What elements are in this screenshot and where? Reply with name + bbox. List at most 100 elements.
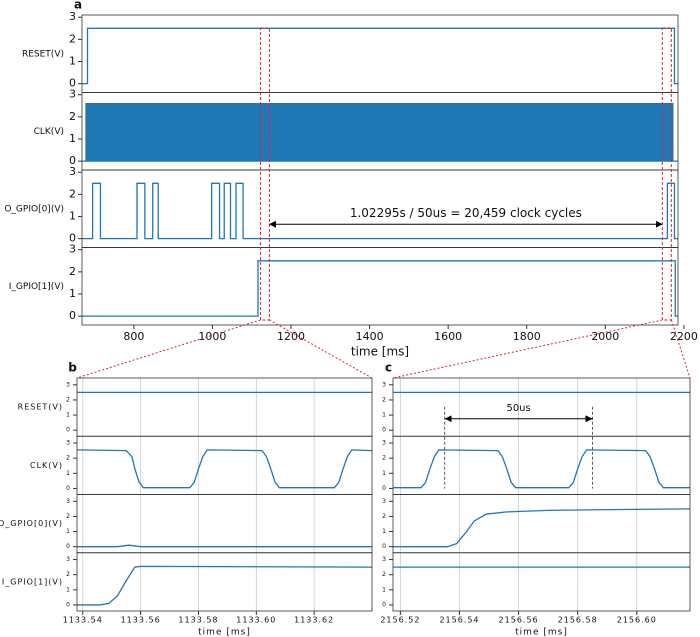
y-tick-label: 3: [69, 243, 76, 256]
x-tick-label: 1400: [356, 330, 384, 343]
annotation-text: 50us: [506, 403, 530, 414]
series-line: [393, 449, 690, 489]
y-tick-label: 1: [382, 470, 387, 477]
y-tick-label: 2: [69, 187, 76, 200]
y-tick-label: 1: [66, 528, 71, 535]
subplot-frame: [392, 494, 691, 554]
y-tick-label: 3: [66, 498, 71, 505]
y-tick-label: 3: [66, 556, 71, 563]
y-tick-label: 2: [382, 513, 387, 520]
y-tick-label: 3: [382, 556, 387, 563]
subplot-frame: [76, 552, 373, 612]
series-line: [77, 544, 372, 548]
y-tick-label: 0: [66, 543, 71, 550]
y-tick-label: 0: [382, 543, 387, 550]
zoom-connector: [670, 319, 691, 379]
y-tick-label: 3: [69, 165, 76, 178]
y-tick-label: 0: [382, 485, 387, 492]
y-tick-label: 1: [66, 412, 71, 419]
x-tick-label: 2156.60: [617, 616, 657, 625]
y-tick-label: 0: [69, 309, 76, 322]
y-axis-label: RESET(V): [22, 49, 64, 59]
y-tick-label: 2: [382, 571, 387, 578]
y-tick-label: 1: [382, 412, 387, 419]
y-tick-label: 1: [69, 55, 76, 68]
y-tick-label: 3: [382, 381, 387, 388]
y-axis-label: I_GPIO[1](V): [9, 282, 64, 292]
x-tick-label: 2000: [591, 330, 619, 343]
x-tick-label: 1133.58: [178, 616, 218, 625]
panel-label: c: [385, 361, 393, 375]
series-line: [393, 508, 691, 548]
y-tick-label: 2: [382, 455, 387, 462]
x-tick-label: 1133.56: [121, 616, 161, 625]
x-axis-label: time [ms]: [351, 345, 409, 359]
y-tick-label: 1: [382, 586, 387, 593]
y-tick-label: 2: [66, 455, 71, 462]
y-tick-label: 1: [66, 470, 71, 477]
x-axis-label: time [ms]: [515, 628, 568, 637]
y-tick-label: 1: [382, 528, 387, 535]
x-tick-label: 1133.60: [236, 616, 276, 625]
y-tick-label: 2: [66, 513, 71, 520]
y-tick-label: 1: [66, 586, 71, 593]
series-line: [82, 260, 678, 317]
y-tick-label: 3: [66, 381, 71, 388]
x-tick-label: 1133.62: [294, 616, 334, 625]
x-tick-label: 2156.52: [380, 616, 420, 625]
x-tick-label: 2200: [670, 330, 698, 343]
y-tick-label: 2: [66, 396, 71, 403]
subplot-frame: [76, 377, 373, 437]
y-tick-label: 2: [69, 265, 76, 278]
y-tick-label: 2: [69, 32, 76, 45]
y-tick-label: 0: [69, 77, 76, 90]
x-tick-label: 1133.54: [63, 616, 103, 625]
series-line: [82, 182, 678, 240]
subplot-frame: [81, 14, 679, 93]
x-tick-label: 1600: [434, 330, 462, 343]
zoom-connector: [76, 319, 261, 379]
y-axis-label: CLK(V): [34, 127, 64, 137]
x-tick-label: 1000: [198, 330, 226, 343]
zoom-box: [259, 27, 270, 321]
series-area: [82, 102, 678, 162]
subplot-frame: [392, 377, 691, 437]
x-tick-label: 2156.58: [558, 616, 598, 625]
x-tick-label: 2156.56: [499, 616, 539, 625]
y-axis-label: I_GPIO[1](V): [2, 577, 63, 586]
y-tick-label: 0: [66, 427, 71, 434]
panel-label: a: [74, 0, 82, 12]
y-axis-label: RESET(V): [18, 403, 63, 412]
y-tick-label: 0: [69, 232, 76, 245]
y-tick-label: 3: [69, 10, 76, 23]
panel-label: b: [68, 361, 78, 375]
y-tick-label: 0: [69, 154, 76, 167]
y-tick-label: 2: [382, 396, 387, 403]
y-tick-label: 0: [382, 427, 387, 434]
subplot-frame: [81, 247, 679, 326]
y-tick-label: 1: [69, 287, 76, 300]
subplot-frame: [392, 435, 691, 495]
series-line: [76, 449, 373, 489]
series-line: [77, 565, 373, 606]
y-tick-label: 3: [382, 498, 387, 505]
x-tick-label: 1800: [513, 330, 541, 343]
y-tick-label: 1: [69, 132, 76, 145]
x-tick-label: 800: [123, 330, 144, 343]
zoom-box: [661, 27, 672, 321]
zoom-connector: [392, 319, 663, 379]
y-tick-label: 2: [66, 571, 71, 578]
panel: c 2156.52 2156.54 2156.56 2156.58 2156.60 time…: [380, 361, 691, 637]
y-tick-label: 0: [66, 601, 71, 608]
subplot-frame: [392, 552, 691, 612]
y-tick-label: 3: [382, 440, 387, 447]
y-axis-label: O_GPIO[0](V): [0, 519, 63, 528]
y-tick-label: 0: [382, 601, 387, 608]
annotation-text: 1.02295s / 50us = 20,459 clock cycles: [350, 206, 582, 220]
y-tick-label: 2: [69, 110, 76, 123]
x-tick-label: 1200: [277, 330, 305, 343]
y-tick-label: 1: [69, 210, 76, 223]
x-axis-label: time [ms]: [198, 628, 251, 637]
